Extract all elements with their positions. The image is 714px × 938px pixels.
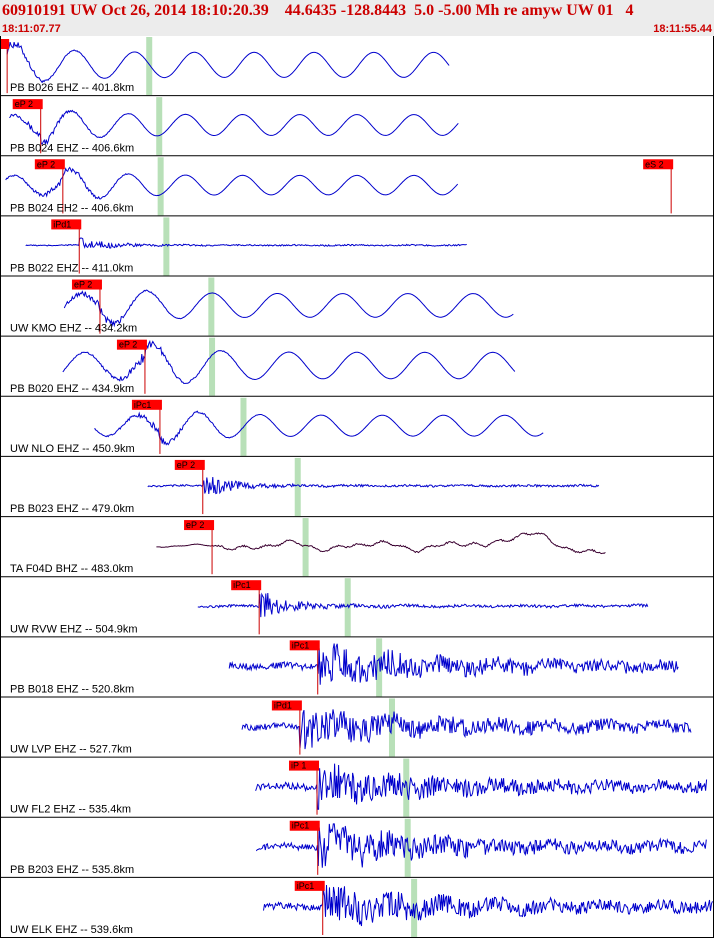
pick-label: iPc1 <box>233 580 251 590</box>
trace-panel: eP 2 PB B023 EHZ -- 479.0km <box>0 457 714 518</box>
station-label: PB B022 EHZ -- 411.0km <box>10 263 133 275</box>
station-label: UW KMO EHZ -- 434.2km <box>10 323 137 335</box>
trace-waveform <box>228 643 679 685</box>
trace-panel: iP 1 UW FL2 EHZ -- 535.4km <box>0 758 714 818</box>
pick-label: iP 1 <box>291 761 306 771</box>
pick-box <box>12 99 43 110</box>
trace-waveform <box>94 410 544 446</box>
pick-box <box>231 580 262 591</box>
pick-box <box>131 399 162 410</box>
trace-panel: eP 2 UW KMO EHZ -- 434.2km <box>0 277 714 337</box>
seismogram-record-section: 1PB B026 EHZ -- 401.8km eP 2 PB B024 EHZ -… <box>0 36 714 938</box>
window-marker <box>208 277 215 336</box>
trace-panel: iPc1 UW NLO EHZ -- 450.9km <box>0 397 714 457</box>
station-label: PB B026 EHZ -- 401.8km <box>10 82 134 94</box>
pick-box <box>116 339 147 350</box>
station-label: UW FL2 EHZ -- 535.4km <box>10 804 131 816</box>
station-label: PB B020 EHZ -- 434.9km <box>10 383 134 395</box>
pick-label: iPc1 <box>297 881 315 891</box>
time-end-label: 18:11:55.44 <box>653 23 712 35</box>
pick-label: iPd1 <box>53 219 71 229</box>
pick-box <box>271 700 302 711</box>
pick-box <box>289 760 320 771</box>
window-marker <box>146 37 153 96</box>
window-marker <box>388 698 395 757</box>
window-marker <box>376 638 383 697</box>
pick-box <box>294 880 325 891</box>
trace-waveform <box>63 289 514 328</box>
window-marker <box>156 97 163 156</box>
trace-waveform <box>255 763 708 810</box>
trace-panel: eP 2 TA F04D BHZ -- 483.0km <box>0 518 714 578</box>
pick-box <box>174 459 205 470</box>
trace-panel: 1PB B026 EHZ -- 401.8km <box>0 37 714 97</box>
window-marker <box>302 518 309 577</box>
pick-label: eP 2 <box>74 280 92 290</box>
window-marker <box>344 578 351 637</box>
window-marker <box>157 157 164 216</box>
station-label: UW RVW EHZ -- 504.9km <box>10 623 138 635</box>
trace-waveform <box>156 532 606 555</box>
pick-label: eP 2 <box>177 460 195 470</box>
pick-label: eP 2 <box>37 159 55 169</box>
station-label: UW ELK EHZ -- 539.6km <box>10 924 133 936</box>
station-label: PB B023 EHZ -- 479.0km <box>10 503 134 515</box>
station-label: PB B018 EHZ -- 520.8km <box>10 683 134 695</box>
trace-waveform <box>147 476 600 495</box>
trace-waveform <box>9 109 459 146</box>
window-marker <box>403 758 410 817</box>
pick-box <box>289 640 320 651</box>
pick-box <box>0 39 10 49</box>
pick-label: eP 2 <box>186 520 204 530</box>
window-marker <box>163 217 170 276</box>
station-label: UW NLO EHZ -- 450.9km <box>10 443 135 455</box>
pick-box <box>289 820 320 831</box>
pick-label: eP 2 <box>15 99 33 109</box>
trace-waveform <box>241 709 692 750</box>
trace-waveform <box>5 166 459 200</box>
pick-label: iPd1 <box>274 700 292 710</box>
trace-panel: iPd1 UW LVP EHZ -- 527.7km <box>0 698 714 758</box>
trace-panel: eP 2 PB B020 EHZ -- 434.9km <box>0 337 714 397</box>
pick-box <box>71 279 102 290</box>
station-label: PB B203 EHZ -- 535.8km <box>10 864 134 876</box>
trace-waveform <box>6 41 450 84</box>
trace-panel: iPc1 UW RVW EHZ -- 504.9km <box>0 578 714 638</box>
pick-label: eP 2 <box>119 340 137 350</box>
trace-waveform <box>25 237 467 249</box>
trace-panel: iPc1 PB B018 EHZ -- 520.8km <box>0 638 714 698</box>
trace-panel: iPd1 PB B022 EHZ -- 411.0km <box>0 217 714 277</box>
trace-waveform <box>197 592 649 618</box>
pick-box <box>184 520 215 531</box>
pick-label-secondary: eS 2 <box>645 159 664 169</box>
station-label: PB B024 EH2 -- 406.6km <box>10 202 134 214</box>
pick-label: iPc1 <box>134 400 152 410</box>
trace-panel: eP 2 eS 2 PB B024 EH2 -- 406.6km <box>0 157 714 217</box>
pick-label: iPc1 <box>292 821 310 831</box>
trace-waveform <box>263 884 713 927</box>
window-marker <box>209 337 216 396</box>
pick-box-secondary <box>643 159 674 170</box>
pick-box <box>51 219 82 230</box>
station-label: PB B024 EHZ -- 406.6km <box>10 142 134 154</box>
trace-panel: iPc1 UW ELK EHZ -- 539.6km <box>0 878 714 938</box>
pick-box <box>34 159 65 170</box>
header-bar: 60910191 UW Oct 26, 2014 18:10:20.39 44.… <box>0 0 714 36</box>
event-title: 60910191 UW Oct 26, 2014 18:10:20.39 44.… <box>2 2 634 19</box>
window-marker <box>294 457 301 517</box>
station-label: TA F04D BHZ -- 483.0km <box>10 563 133 575</box>
trace-panel: eP 2 PB B024 EHZ -- 406.6km <box>0 97 714 157</box>
station-label: UW LVP EHZ -- 527.7km <box>10 744 132 756</box>
pick-label: iPc1 <box>292 640 310 650</box>
time-start-label: 18:11:07.77 <box>2 23 61 35</box>
trace-waveform <box>255 823 707 868</box>
trace-waveform <box>62 339 516 385</box>
trace-panel: iPc1 PB B203 EHZ -- 535.8km <box>0 818 714 878</box>
